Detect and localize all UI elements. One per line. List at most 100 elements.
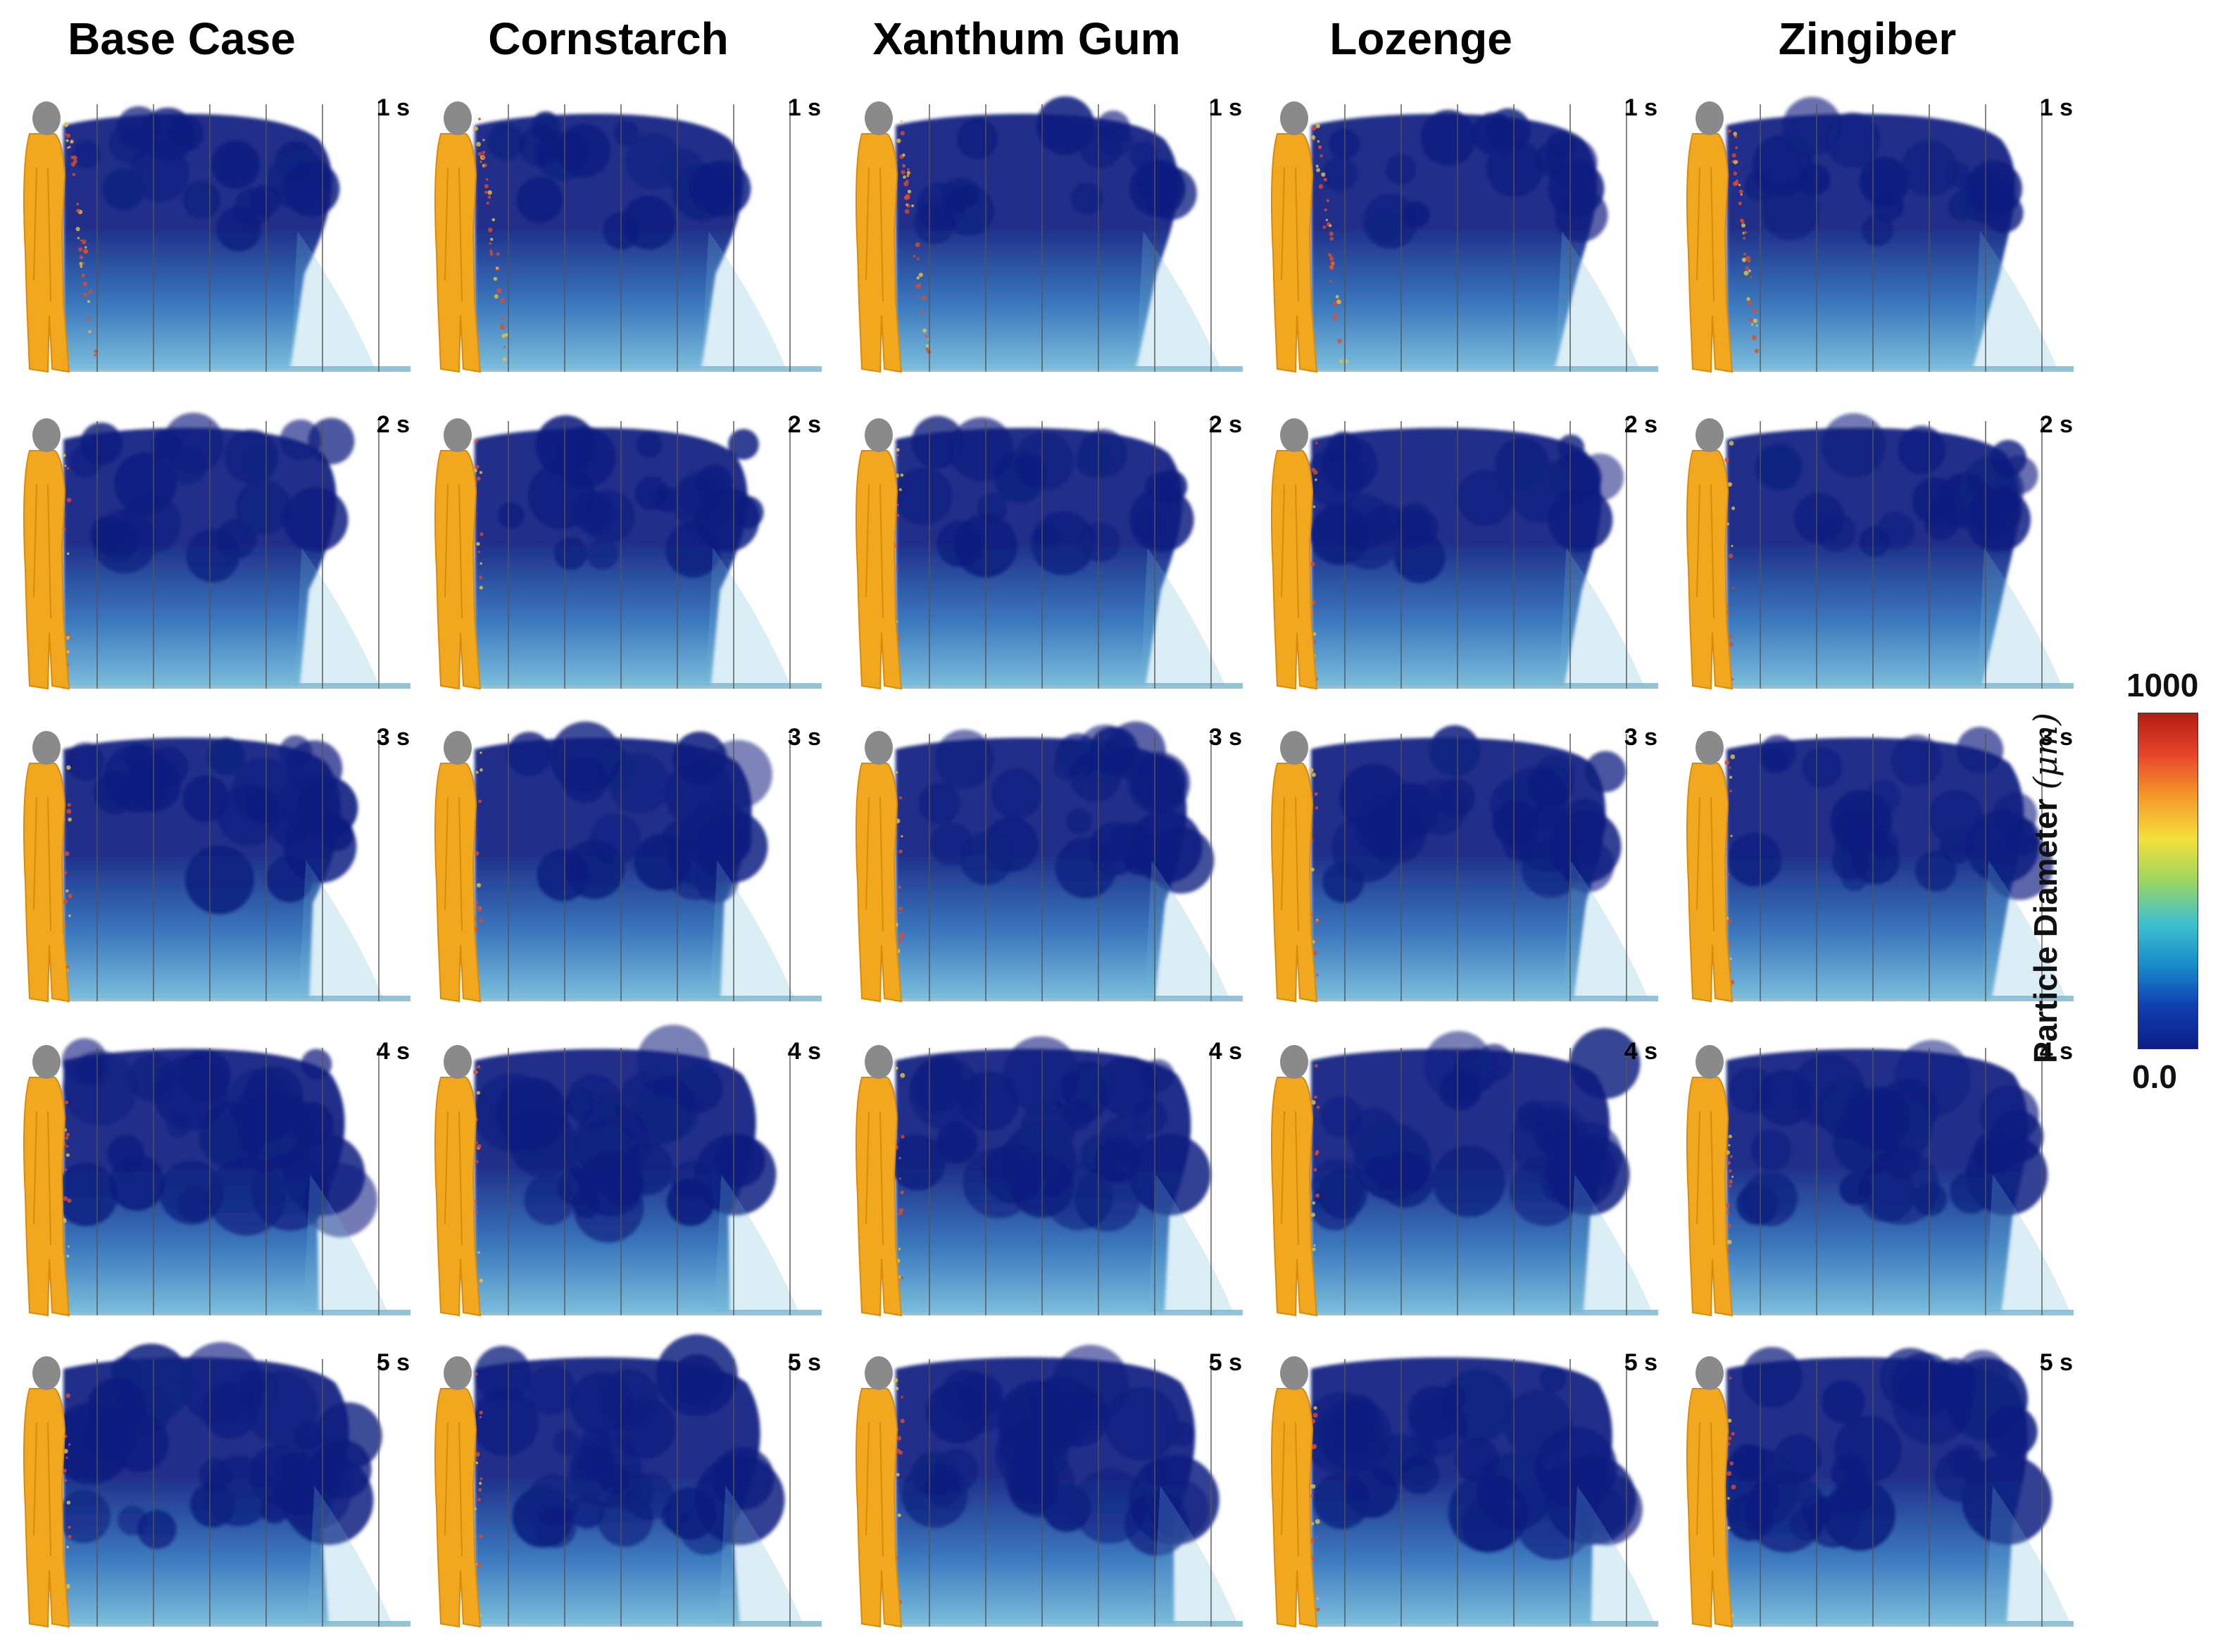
large-droplet bbox=[63, 899, 68, 904]
large-droplet bbox=[68, 1245, 70, 1248]
floor-deposit bbox=[894, 1621, 1243, 1627]
head bbox=[865, 1356, 893, 1390]
large-droplet bbox=[64, 922, 68, 926]
large-droplet bbox=[1324, 208, 1327, 212]
floor-deposit bbox=[1310, 683, 1658, 689]
human-figure bbox=[23, 1077, 70, 1317]
panel-graphic bbox=[23, 1038, 410, 1317]
large-droplet bbox=[1729, 642, 1734, 647]
head bbox=[865, 418, 893, 452]
large-droplet bbox=[476, 142, 481, 147]
large-droplet bbox=[79, 261, 83, 266]
panel-graphic bbox=[855, 96, 1243, 373]
large-droplet bbox=[1312, 1201, 1315, 1205]
floor-deposit bbox=[1310, 1310, 1658, 1315]
dispersion-halo bbox=[1140, 548, 1225, 685]
panel-graphic bbox=[23, 101, 410, 373]
large-droplet bbox=[68, 914, 71, 918]
time-label: 2 s bbox=[787, 411, 821, 438]
dispersion-halo bbox=[718, 1486, 803, 1623]
large-droplet bbox=[479, 1482, 482, 1485]
large-droplet bbox=[905, 180, 909, 183]
particle-plume bbox=[1300, 1357, 1643, 1623]
large-droplet bbox=[64, 133, 68, 136]
large-droplet bbox=[1729, 789, 1732, 792]
large-droplet bbox=[1315, 806, 1319, 810]
panel-graphic bbox=[1271, 1356, 1658, 1628]
large-droplet bbox=[1315, 123, 1320, 129]
large-droplet bbox=[1738, 184, 1741, 187]
human-figure bbox=[1686, 133, 1734, 373]
head bbox=[865, 731, 893, 765]
particle-plume bbox=[1726, 96, 2024, 368]
floor-deposit bbox=[1310, 1621, 1658, 1627]
time-label: 3 s bbox=[1624, 724, 1657, 751]
dispersion-halo bbox=[701, 231, 786, 368]
human-figure bbox=[434, 450, 482, 690]
large-droplet bbox=[63, 870, 68, 875]
human-figure bbox=[855, 1388, 903, 1628]
large-droplet bbox=[1741, 223, 1745, 228]
large-droplet bbox=[66, 965, 70, 969]
large-droplet bbox=[474, 1200, 477, 1203]
simulation-panel: 1 s bbox=[1267, 90, 1662, 379]
large-droplet bbox=[896, 1472, 900, 1477]
large-droplet bbox=[87, 317, 91, 320]
large-droplet bbox=[899, 933, 904, 939]
time-label: 1 s bbox=[2039, 94, 2073, 121]
large-droplet bbox=[475, 1160, 479, 1163]
large-droplet bbox=[1310, 561, 1315, 567]
large-droplet bbox=[1315, 1193, 1320, 1198]
large-droplet bbox=[479, 585, 483, 590]
large-droplet bbox=[1728, 1144, 1731, 1146]
particle-plume bbox=[471, 1334, 785, 1623]
large-droplet bbox=[480, 768, 483, 772]
large-droplet bbox=[896, 138, 901, 144]
large-droplet bbox=[895, 1066, 898, 1070]
dispersion-halo bbox=[307, 1486, 392, 1623]
particle-plume bbox=[1726, 727, 2053, 998]
simulation-panel: 4 s bbox=[1683, 1034, 2077, 1322]
large-droplet bbox=[480, 562, 482, 565]
large-droplet bbox=[1726, 1471, 1732, 1476]
large-droplet bbox=[1313, 1406, 1317, 1410]
large-droplet bbox=[922, 328, 927, 333]
time-label: 5 s bbox=[2039, 1349, 2073, 1376]
large-droplet bbox=[1730, 834, 1733, 837]
floor-deposit bbox=[473, 683, 822, 689]
head bbox=[32, 418, 61, 452]
large-droplet bbox=[479, 160, 482, 163]
panel-graphic bbox=[434, 721, 822, 1003]
time-label: 3 s bbox=[1208, 724, 1242, 751]
large-droplet bbox=[897, 1513, 901, 1518]
large-droplet bbox=[475, 1451, 480, 1457]
large-droplet bbox=[900, 120, 903, 123]
large-droplet bbox=[82, 262, 85, 265]
large-droplet bbox=[1316, 168, 1320, 173]
large-droplet bbox=[1729, 1155, 1733, 1158]
large-droplet bbox=[905, 196, 909, 199]
large-droplet bbox=[1327, 253, 1331, 256]
panel-graphic bbox=[1686, 96, 2074, 373]
large-droplet bbox=[1329, 265, 1334, 270]
large-droplet bbox=[68, 1525, 71, 1529]
large-droplet bbox=[487, 195, 491, 199]
large-droplet bbox=[1312, 1413, 1318, 1418]
human-figure bbox=[1271, 763, 1318, 1003]
large-droplet bbox=[898, 634, 901, 637]
floor-deposit bbox=[1725, 1310, 2074, 1315]
large-droplet bbox=[900, 131, 905, 136]
time-label: 4 s bbox=[787, 1038, 821, 1065]
large-droplet bbox=[475, 1461, 479, 1465]
simulation-panel: 2 s bbox=[1683, 407, 2077, 696]
dispersion-halo bbox=[710, 861, 795, 998]
large-droplet bbox=[1724, 760, 1730, 765]
large-droplet bbox=[479, 1415, 482, 1419]
simulation-panel: 4 s bbox=[852, 1034, 1246, 1322]
head bbox=[1696, 731, 1724, 765]
particle-plume bbox=[50, 1341, 382, 1623]
large-droplet bbox=[480, 532, 484, 537]
panel-graphic bbox=[434, 101, 822, 373]
large-droplet bbox=[1313, 951, 1318, 956]
head bbox=[1696, 418, 1724, 452]
